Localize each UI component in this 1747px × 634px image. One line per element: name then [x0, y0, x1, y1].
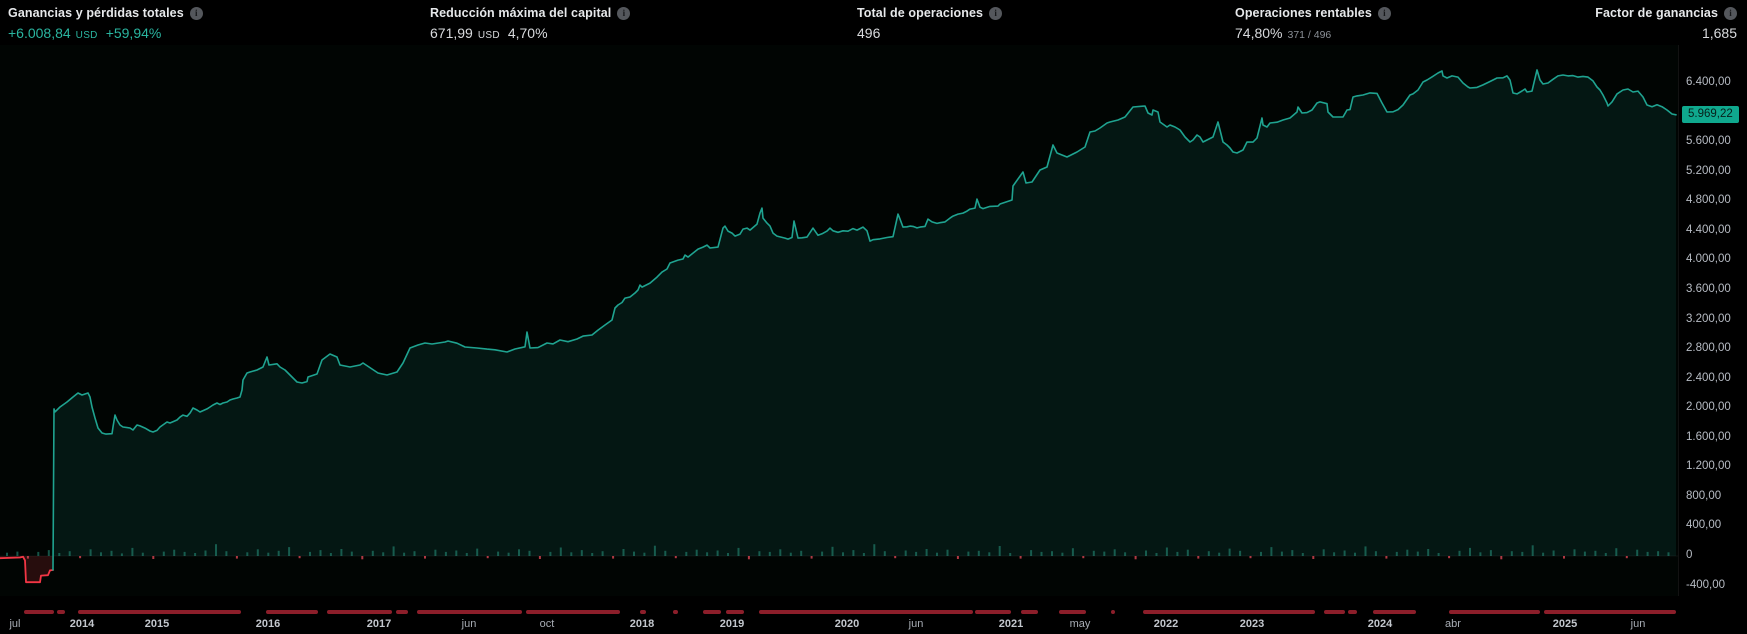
time-axis-label: 2019 — [719, 618, 745, 630]
stat-net-profit-label: Ganancias y pérdidas totales — [8, 6, 184, 20]
time-axis-label: oct — [539, 618, 555, 630]
stat-profit-factor: Factor de ganancias i 1,685 — [1595, 5, 1737, 41]
price-axis-label: 4.800,00 — [1686, 194, 1731, 206]
price-axis[interactable]: 5.969,22 6.400,00 5.600,00 5.200,00 4.800,0… — [1678, 45, 1747, 596]
info-icon[interactable]: i — [989, 6, 1003, 20]
time-axis-label: jun — [1630, 618, 1646, 630]
stat-max-drawdown-label: Reducción máxima del capital — [430, 6, 612, 20]
equity-curve-chart[interactable] — [0, 45, 1678, 596]
time-axis-label: 2025 — [1552, 618, 1578, 630]
drawdown-period-dash — [1348, 610, 1357, 614]
drawdown-period-dash — [1449, 610, 1540, 614]
drawdown-period-dash — [1059, 610, 1086, 614]
time-axis-label: 2021 — [998, 618, 1024, 630]
time-axis-label: 2015 — [144, 618, 170, 630]
stat-max-drawdown: Reducción máxima del capital i 671,99 US… — [430, 5, 631, 41]
stat-profit-factor-value: 1,685 — [1701, 25, 1737, 41]
price-axis-label: 5.200,00 — [1686, 165, 1731, 177]
drawdown-period-dash — [1544, 610, 1676, 614]
price-axis-label: 800,00 — [1686, 490, 1722, 502]
drawdown-period-dash — [703, 610, 721, 614]
time-axis-label: 2022 — [1153, 618, 1179, 630]
stat-percent-profitable-label: Operaciones rentables — [1235, 6, 1372, 20]
info-icon[interactable]: i — [617, 6, 631, 20]
price-axis-label: 2.000,00 — [1686, 401, 1731, 413]
drawdown-period-dash — [78, 610, 241, 614]
price-axis-label: 3.600,00 — [1686, 283, 1731, 295]
price-axis-label: -400,00 — [1686, 579, 1726, 591]
info-icon[interactable]: i — [1377, 6, 1391, 20]
time-axis-label: 2024 — [1367, 618, 1393, 630]
price-axis-label: 4.000,00 — [1686, 253, 1731, 265]
stat-max-drawdown-value: 671,99 USD 4,70% — [430, 25, 548, 41]
info-icon[interactable]: i — [1724, 6, 1737, 20]
time-axis-label: may — [1069, 618, 1091, 630]
drawdown-period-dash — [673, 610, 678, 614]
stat-total-trades-value: 496 — [857, 25, 881, 41]
drawdown-period-dash — [640, 610, 646, 614]
price-axis-label: 5.600,00 — [1686, 135, 1731, 147]
drawdown-period-dash — [266, 610, 318, 614]
drawdown-period-dash — [975, 610, 1011, 614]
time-axis-label: jun — [461, 618, 477, 630]
price-axis-label: 2.800,00 — [1686, 342, 1731, 354]
drawdown-period-dash — [327, 610, 392, 614]
stat-net-profit-value: +6.008,84 USD +59,94% — [8, 25, 162, 41]
price-axis-label: 1.600,00 — [1686, 431, 1731, 443]
time-axis-label: 2023 — [1239, 618, 1265, 630]
time-axis-label: 2017 — [366, 618, 392, 630]
drawdown-period-dash — [57, 610, 65, 614]
price-axis-label: 3.200,00 — [1686, 313, 1731, 325]
time-axis-label: 2018 — [629, 618, 655, 630]
stat-total-trades: Total de operaciones i 496 — [857, 5, 1003, 41]
performance-summary-header: Ganancias y pérdidas totales i +6.008,84… — [0, 0, 1747, 45]
equity-curve-svg — [0, 69, 1678, 584]
price-axis-label: 0 — [1686, 549, 1693, 561]
stat-percent-profitable: Operaciones rentables i 74,80% 371 / 496 — [1235, 5, 1391, 41]
time-axis-label: jul — [9, 618, 21, 630]
time-axis-label: 2016 — [255, 618, 281, 630]
drawdown-period-dash — [1021, 610, 1038, 614]
time-axis[interactable]: jul 2014 2015 2016 2017 jun oct 2018 2019 2020 jun… — [0, 596, 1747, 634]
time-axis-label: 2020 — [834, 618, 860, 630]
stat-percent-profitable-value: 74,80% 371 / 496 — [1235, 25, 1332, 41]
drawdown-period-dash — [726, 610, 744, 614]
drawdown-period-dash — [417, 610, 522, 614]
time-axis-label: 2014 — [69, 618, 95, 630]
price-axis-label: 2.400,00 — [1686, 372, 1731, 384]
price-axis-label: 4.400,00 — [1686, 224, 1731, 236]
drawdown-period-dash — [24, 610, 54, 614]
time-axis-label: jun — [908, 618, 924, 630]
drawdown-period-dash — [526, 610, 620, 614]
info-icon[interactable]: i — [189, 6, 203, 20]
drawdown-period-dash — [1373, 610, 1416, 614]
stat-total-trades-label: Total de operaciones — [857, 6, 984, 20]
drawdown-period-dash — [1111, 610, 1115, 614]
time-axis-label: abr — [1445, 618, 1461, 630]
price-axis-label: 6.400,00 — [1686, 76, 1731, 88]
stat-profit-factor-label: Factor de ganancias — [1595, 6, 1718, 20]
stat-net-profit: Ganancias y pérdidas totales i +6.008,84… — [8, 5, 203, 41]
price-axis-label: 1.200,00 — [1686, 460, 1731, 472]
last-value-badge: 5.969,22 — [1682, 106, 1739, 123]
drawdown-period-dash — [1324, 610, 1345, 614]
price-axis-label: 400,00 — [1686, 519, 1722, 531]
drawdown-period-dash — [396, 610, 408, 614]
drawdown-period-dash — [759, 610, 973, 614]
drawdown-period-dash — [1143, 610, 1315, 614]
